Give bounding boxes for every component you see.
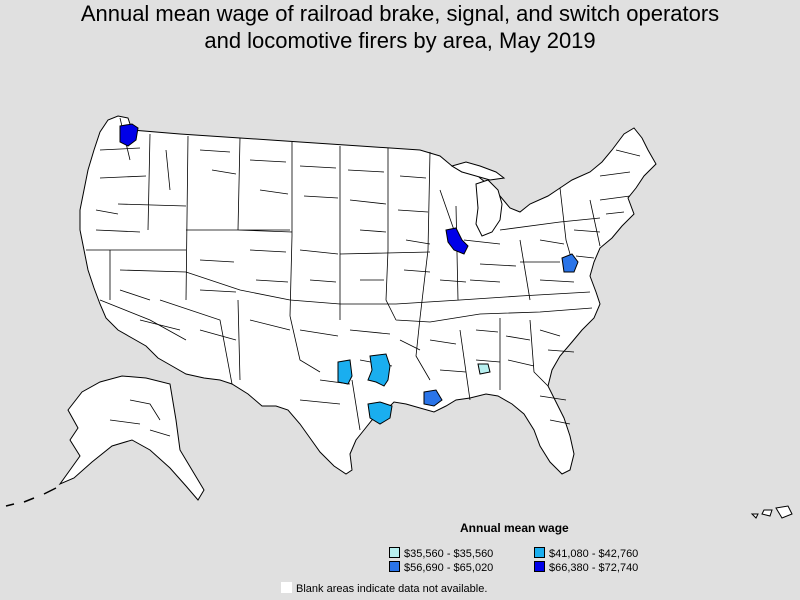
area-boundaries xyxy=(86,117,641,431)
hawaii-big-island xyxy=(775,505,793,519)
blank-areas-note: Blank areas indicate data not available. xyxy=(281,582,487,595)
area-louisiana xyxy=(423,389,443,407)
alaska xyxy=(58,375,205,501)
hawaii xyxy=(750,505,793,519)
legend-label-2: $41,080 - $42,760 xyxy=(549,548,639,560)
area-dallas-fort-worth xyxy=(367,353,391,387)
area-houston xyxy=(367,401,393,425)
hawaii-maui xyxy=(761,509,773,517)
alaska-subdivisions xyxy=(109,399,171,437)
legend-item-1: $35,560 - $35,560 xyxy=(389,547,493,560)
michigan-upper-peninsula xyxy=(450,161,506,181)
legend-item-2: $41,080 - $42,760 xyxy=(534,547,638,560)
legend-swatch-2 xyxy=(534,547,545,558)
blank-areas-note-text: Blank areas indicate data not available. xyxy=(296,583,488,595)
blank-swatch xyxy=(281,582,292,593)
legend-title: Annual mean wage xyxy=(460,521,569,535)
area-west-texas xyxy=(337,359,353,385)
legend-label-1: $35,560 - $35,560 xyxy=(404,548,494,560)
area-mid-atlantic xyxy=(561,253,579,273)
michigan-lower-peninsula xyxy=(475,179,503,237)
map-title: Annual mean wage of railroad brake, sign… xyxy=(0,0,800,54)
shaded-areas xyxy=(119,123,579,425)
contiguous-us xyxy=(79,115,657,475)
aleutian-islands xyxy=(5,487,57,507)
legend-swatch-1 xyxy=(389,547,400,558)
legend-swatch-4 xyxy=(534,561,545,572)
hawaii-oahu xyxy=(750,513,759,519)
legend-label-4: $66,380 - $72,740 xyxy=(549,562,639,574)
area-georgia xyxy=(477,363,491,375)
contiguous-us-outline xyxy=(79,115,657,475)
legend-item-3: $56,690 - $65,020 xyxy=(389,561,493,574)
map-title-line-2: and locomotive firers by area, May 2019 xyxy=(204,28,596,53)
area-chicago xyxy=(445,227,469,255)
area-seattle xyxy=(119,123,139,147)
legend-swatch-3 xyxy=(389,561,400,572)
map-title-line-1: Annual mean wage of railroad brake, sign… xyxy=(80,1,720,26)
legend-label-3: $56,690 - $65,020 xyxy=(404,562,494,574)
state-boundaries xyxy=(86,133,601,401)
legend-item-4: $66,380 - $72,740 xyxy=(534,561,638,574)
